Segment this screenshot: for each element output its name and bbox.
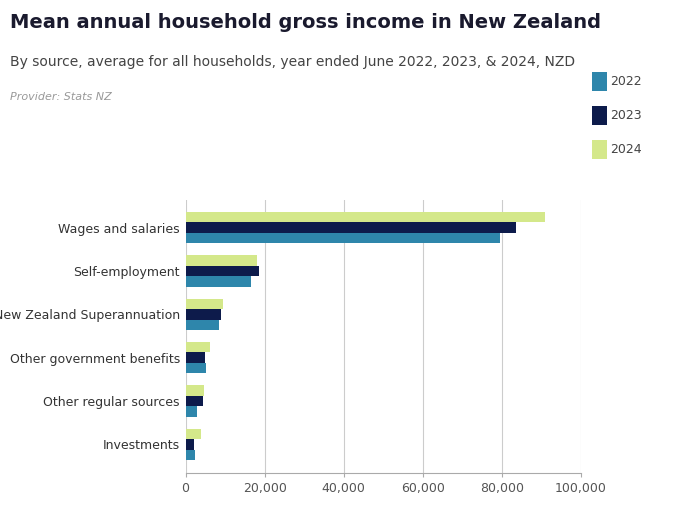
Bar: [186, 406, 197, 417]
Bar: [186, 363, 206, 373]
Bar: [186, 212, 545, 222]
Text: figure.nz: figure.nz: [598, 28, 682, 45]
Bar: [186, 385, 204, 396]
Text: 2024: 2024: [610, 143, 642, 156]
Bar: [186, 276, 251, 287]
Text: By source, average for all households, year ended June 2022, 2023, & 2024, NZD: By source, average for all households, y…: [10, 55, 575, 69]
Text: 2022: 2022: [610, 75, 642, 88]
Bar: [186, 320, 219, 330]
Bar: [186, 429, 200, 439]
Bar: [186, 222, 516, 233]
Bar: [186, 266, 259, 276]
Bar: [186, 396, 203, 406]
Bar: [186, 342, 210, 352]
Bar: [186, 255, 257, 266]
Bar: [186, 439, 194, 450]
Bar: [186, 352, 205, 363]
Bar: [186, 233, 500, 243]
Text: 2023: 2023: [610, 109, 642, 122]
Bar: [186, 450, 195, 460]
Text: Mean annual household gross income in New Zealand: Mean annual household gross income in Ne…: [10, 13, 601, 32]
Bar: [186, 309, 221, 320]
Text: Provider: Stats NZ: Provider: Stats NZ: [10, 92, 112, 102]
Bar: [186, 299, 223, 309]
